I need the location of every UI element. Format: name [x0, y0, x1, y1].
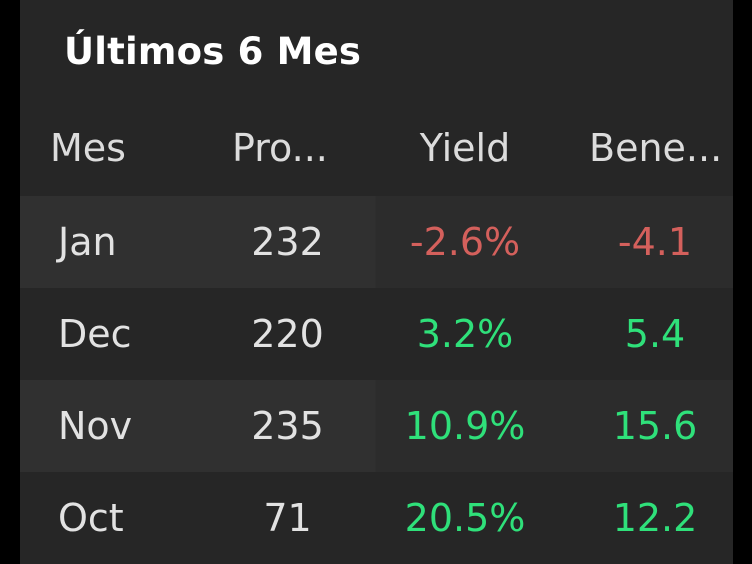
- cell-month: Dec: [58, 312, 132, 356]
- column-header-yield[interactable]: Yield: [419, 126, 511, 170]
- cell-production: 220: [251, 312, 324, 356]
- cell-yield: 3.2%: [416, 312, 514, 356]
- cell-yield: 10.9%: [404, 404, 526, 448]
- cell-production: 235: [251, 404, 324, 448]
- cell-month: Oct: [58, 496, 124, 540]
- table-row[interactable]: Nov 235 10.9% 15.6: [20, 380, 733, 472]
- summary-card: Últimos 6 Mes Mes Pro... Yield Bene... J…: [20, 0, 733, 564]
- column-header-benefit[interactable]: Bene...: [589, 126, 723, 170]
- cell-production: 232: [251, 220, 324, 264]
- cell-yield: 20.5%: [404, 496, 526, 540]
- table-row[interactable]: Oct 71 20.5% 12.2: [20, 472, 733, 564]
- cell-benefit: 5.4: [624, 312, 686, 356]
- table-header: Mes Pro... Yield Bene...: [20, 101, 733, 195]
- cell-production: 71: [263, 496, 312, 540]
- cell-yield: -2.6%: [409, 220, 521, 264]
- cell-benefit: -4.1: [617, 220, 693, 264]
- column-header-production[interactable]: Pro...: [232, 126, 328, 170]
- card-title: Últimos 6 Mes: [64, 30, 362, 73]
- cell-month: Jan: [58, 220, 117, 264]
- table-row[interactable]: Jan 232 -2.6% -4.1: [20, 196, 733, 288]
- cell-benefit: 12.2: [612, 496, 698, 540]
- cell-benefit: 15.6: [612, 404, 698, 448]
- column-header-month[interactable]: Mes: [50, 126, 126, 170]
- table-row[interactable]: Dec 220 3.2% 5.4: [20, 288, 733, 380]
- cell-month: Nov: [58, 404, 133, 448]
